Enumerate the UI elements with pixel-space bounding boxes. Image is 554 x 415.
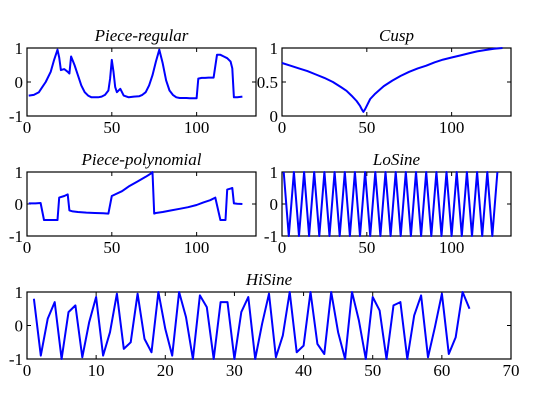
x-tick-label: 0 <box>23 118 32 137</box>
y-tick-label: 0 <box>270 195 279 214</box>
piece-regular-series-line <box>28 48 243 100</box>
y-tick-label: 0.5 <box>257 73 278 92</box>
y-tick-label: 1 <box>15 163 24 182</box>
y-tick-label: -1 <box>9 350 23 369</box>
x-tick-label: 50 <box>103 238 120 257</box>
x-tick-label: 20 <box>157 361 174 380</box>
y-tick-label: -1 <box>264 227 278 246</box>
cusp-panel: Cusp 0 50 100 0 0.5 1 <box>257 26 512 137</box>
x-tick-label: 70 <box>503 361 520 380</box>
x-tick-label: 100 <box>184 118 210 137</box>
y-tick-label: 0 <box>15 317 24 336</box>
chart-title: Cusp <box>379 26 414 45</box>
y-tick-label: 0 <box>270 107 279 126</box>
x-tick-label: 50 <box>103 118 120 137</box>
x-tick-label: 0 <box>23 361 32 380</box>
piece-polynomial-series-line <box>28 171 243 221</box>
cusp-series-line <box>281 47 503 113</box>
hisine-series-line <box>32 291 471 360</box>
losine-series-line <box>282 171 499 237</box>
x-tick-label: 0 <box>23 238 32 257</box>
x-tick-label: 50 <box>358 118 375 137</box>
y-tick-label: 0 <box>15 195 24 214</box>
x-tick-label: 0 <box>278 238 287 257</box>
x-tick-label: 10 <box>88 361 105 380</box>
x-tick-label: 100 <box>184 238 210 257</box>
x-tick-label: 60 <box>433 361 450 380</box>
x-tick-label: 100 <box>439 118 465 137</box>
chart-title: Piece-polynomial <box>81 150 202 169</box>
chart-title: LoSine <box>372 150 421 169</box>
x-tick-label: 50 <box>358 238 375 257</box>
chart-title: Piece-regular <box>94 26 189 45</box>
x-tick-label: 50 <box>364 361 381 380</box>
y-tick-label: -1 <box>9 227 23 246</box>
y-tick-label: 1 <box>270 163 279 182</box>
axes-box <box>281 47 512 117</box>
x-tick-label: 30 <box>226 361 243 380</box>
x-tick-label: 40 <box>295 361 312 380</box>
axes-box <box>26 47 257 117</box>
chart-title: HiSine <box>245 270 293 289</box>
x-tick-label: 100 <box>439 238 465 257</box>
y-tick-label: 1 <box>270 39 279 58</box>
x-tick-label: 0 <box>278 118 287 137</box>
y-tick-label: 1 <box>15 39 24 58</box>
y-tick-label: -1 <box>9 107 23 126</box>
axes-box <box>26 171 257 237</box>
y-tick-label: 0 <box>15 73 24 92</box>
y-tick-label: 1 <box>15 283 24 302</box>
